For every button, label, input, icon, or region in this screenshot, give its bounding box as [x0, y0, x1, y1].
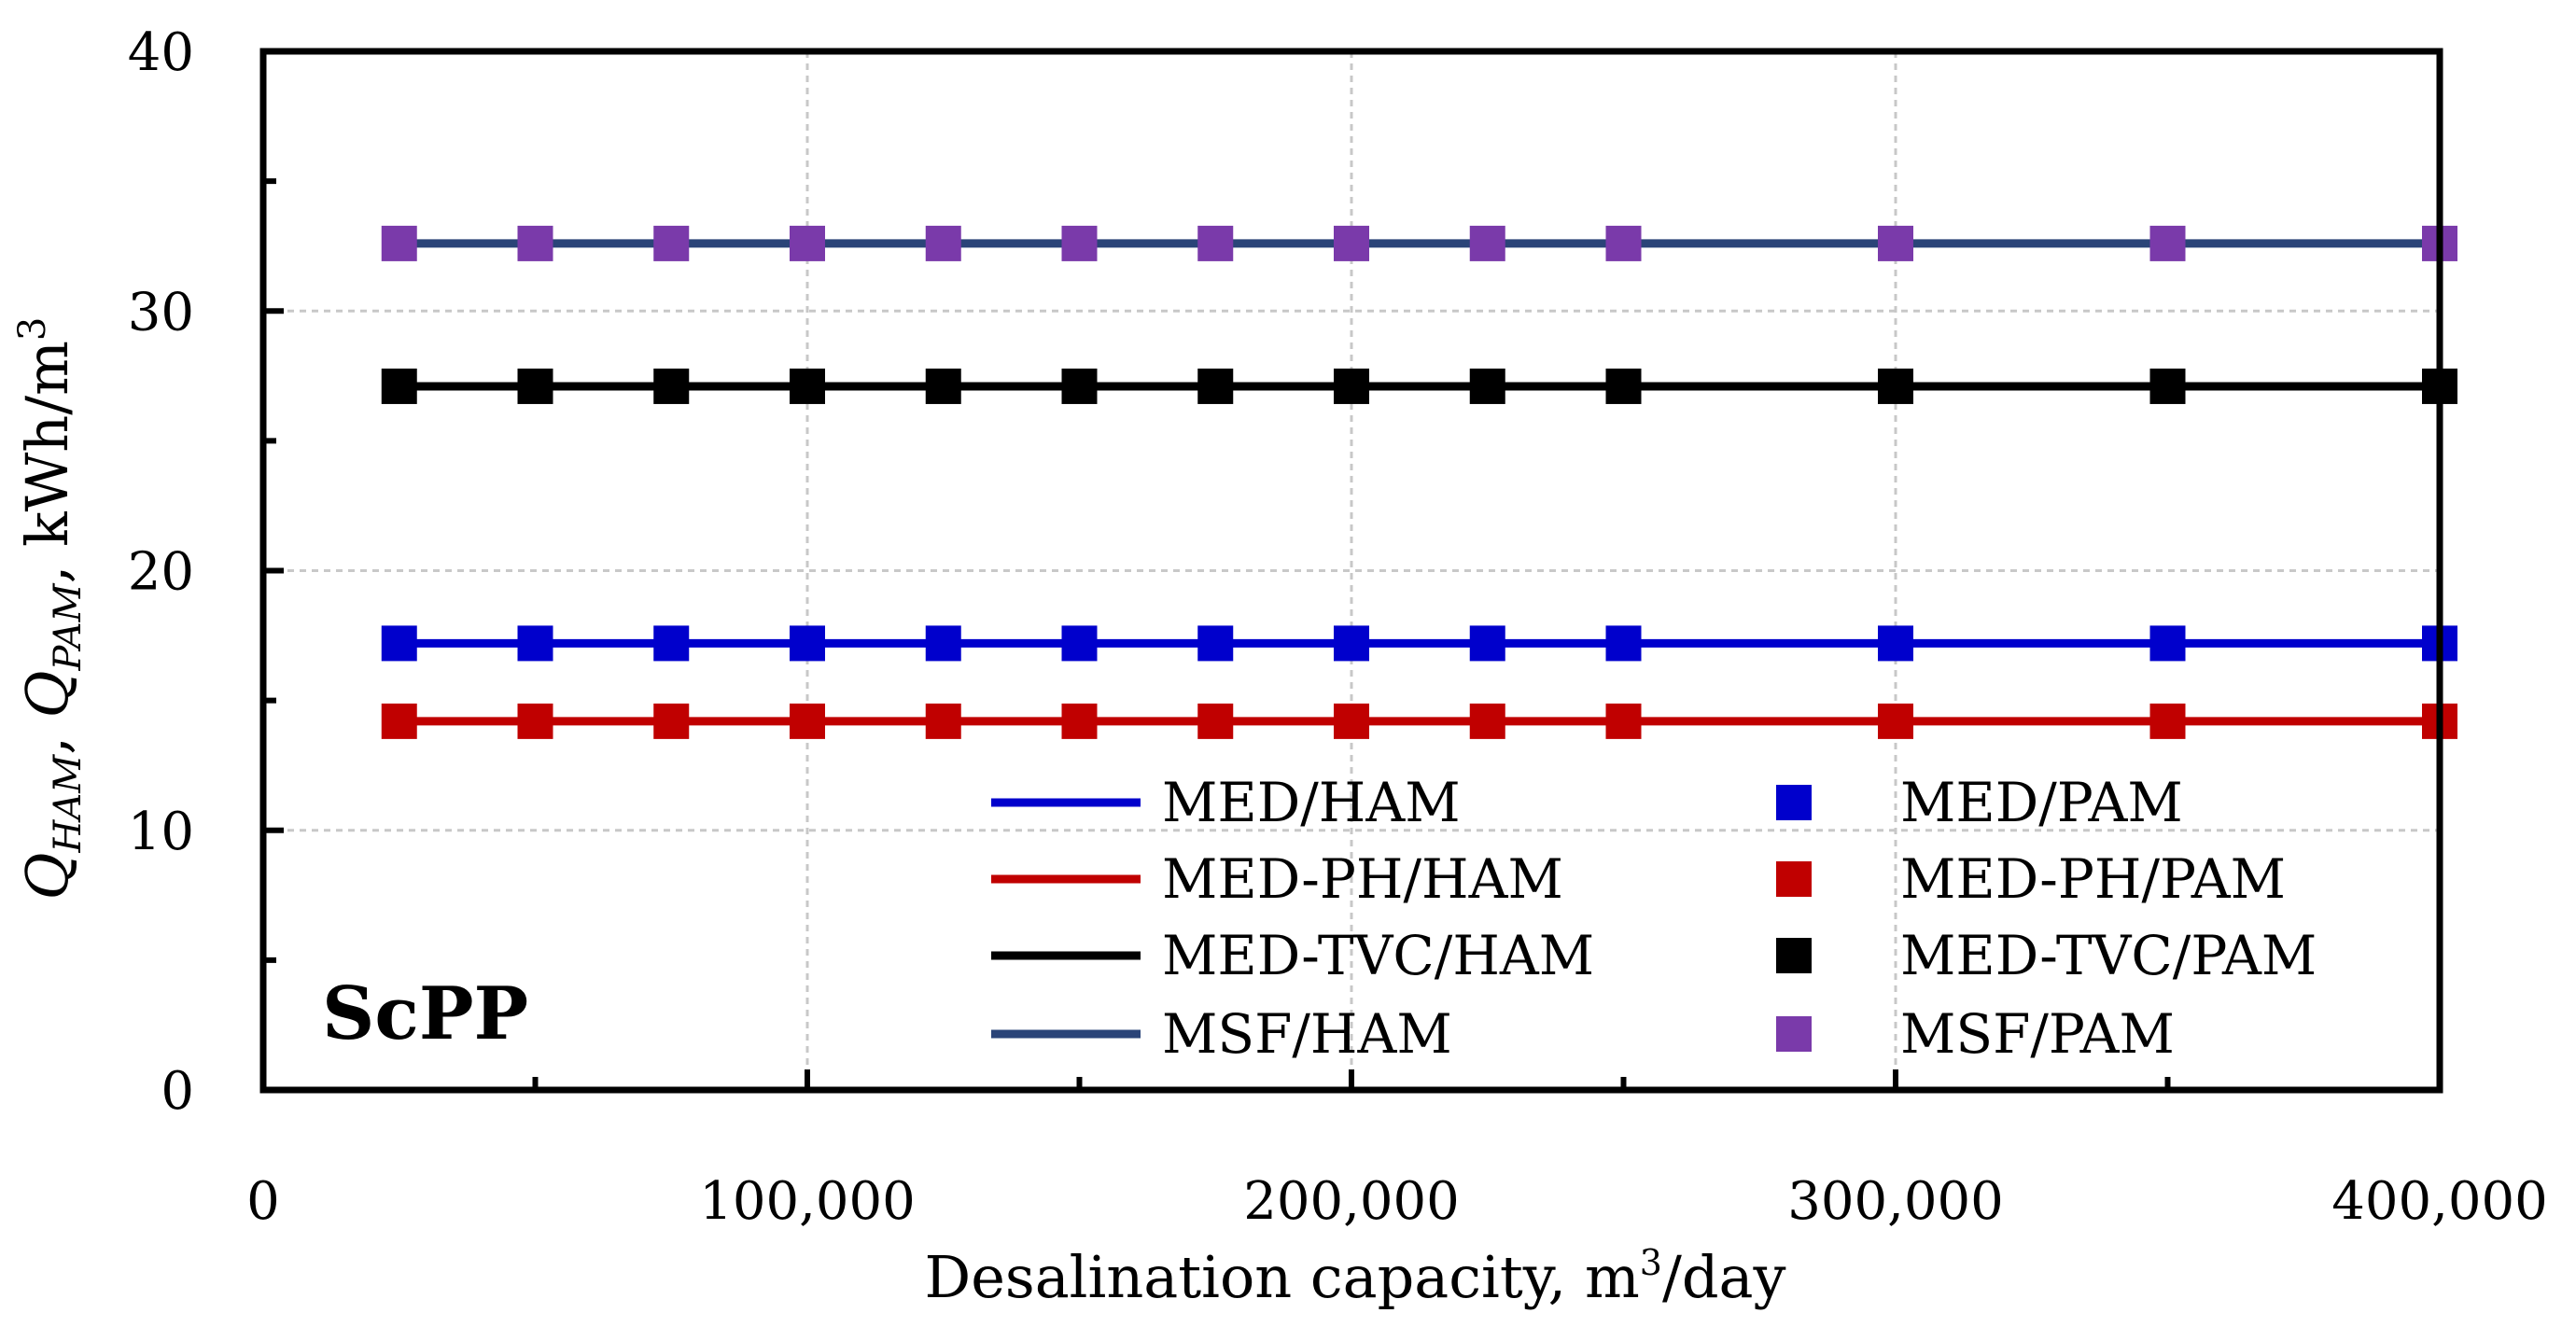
data-point [381, 225, 417, 261]
data-point [2149, 225, 2186, 261]
data-point [1605, 368, 1642, 404]
data-point [925, 368, 961, 404]
data-point [1197, 225, 1234, 261]
data-point [1469, 368, 1505, 404]
y-tick-label: 30 [128, 282, 194, 342]
data-point [1197, 368, 1234, 404]
data-point [1334, 703, 1369, 739]
data-point [1878, 225, 1913, 261]
data-point [381, 703, 417, 739]
data-point [1878, 368, 1913, 404]
data-point [517, 625, 553, 662]
data-point [653, 368, 690, 404]
data-point [1061, 225, 1098, 261]
gridlines [263, 51, 2440, 1090]
data-point [925, 225, 961, 261]
x-tick-label: 200,000 [1243, 1171, 1460, 1232]
data-point [1469, 225, 1505, 261]
data-point [790, 703, 825, 739]
data-point [1197, 703, 1234, 739]
legend-marker [1776, 785, 1812, 820]
y-tick-label: 40 [128, 22, 194, 83]
data-point [1334, 368, 1369, 404]
y-tick-label: 0 [161, 1061, 194, 1122]
plot-frame [259, 48, 2443, 1094]
x-tick-labels: 0 100,000 200,000 300,000 400,000 [246, 1171, 2548, 1232]
data-point [1878, 703, 1913, 739]
legend-label: MED-TVC/PAM [1900, 924, 2317, 987]
data-point [381, 368, 417, 404]
data-point [1334, 225, 1369, 261]
data-point [653, 625, 690, 662]
data-point [381, 625, 417, 662]
data-point [2149, 368, 2186, 404]
legend-label: MSF/PAM [1900, 1002, 2175, 1066]
x-tick-label: 0 [246, 1171, 280, 1232]
legend-label: MED-PH/PAM [1900, 847, 2286, 911]
data-point [1061, 368, 1098, 404]
y-tick-label: 20 [128, 542, 194, 603]
legend-label: MED-TVC/HAM [1162, 924, 1594, 987]
data-point [1878, 625, 1913, 662]
legend-label: MED/PAM [1900, 771, 2183, 834]
data-point [790, 368, 825, 404]
legend-label: MSF/HAM [1162, 1002, 1452, 1066]
legend-label: MED-PH/HAM [1162, 847, 1563, 911]
data-point [1605, 703, 1642, 739]
data-point [517, 703, 553, 739]
data-point [517, 225, 553, 261]
x-axis-title: Desalination capacity, m3/day [924, 1242, 1785, 1311]
data-point [1197, 625, 1234, 662]
data-point [1061, 703, 1098, 739]
data-point [1605, 225, 1642, 261]
data-point [925, 625, 961, 662]
panel-label: ScPP [322, 971, 528, 1056]
y-tick-labels: 0 10 20 30 40 [128, 22, 194, 1122]
legend: MED/HAM MED-PH/HAM MED-TVC/HAM MSF/HAM MED/P… [991, 771, 2317, 1066]
data-point [2149, 625, 2186, 662]
data-point [2149, 703, 2186, 739]
x-tick-label: 300,000 [1787, 1171, 2004, 1232]
data-point [653, 225, 690, 261]
y-axis-title: QHAM, QPAM, kWh/m3 [11, 317, 90, 901]
data-point [1334, 625, 1369, 662]
legend-label: MED/HAM [1162, 771, 1461, 834]
data-point [517, 368, 553, 404]
data-point [925, 703, 961, 739]
data-point [790, 225, 825, 261]
data-point [790, 625, 825, 662]
data-point [1469, 625, 1505, 662]
x-tick-label: 400,000 [2331, 1171, 2548, 1232]
legend-marker [1776, 938, 1812, 973]
legend-marker [1776, 861, 1812, 897]
data-point [1061, 625, 1098, 662]
data-point [653, 703, 690, 739]
y-tick-label: 10 [128, 802, 194, 862]
x-tick-label: 100,000 [699, 1171, 916, 1232]
data-point [1605, 625, 1642, 662]
legend-marker [1776, 1016, 1812, 1052]
series-layer [381, 225, 2457, 739]
data-point [1469, 703, 1505, 739]
